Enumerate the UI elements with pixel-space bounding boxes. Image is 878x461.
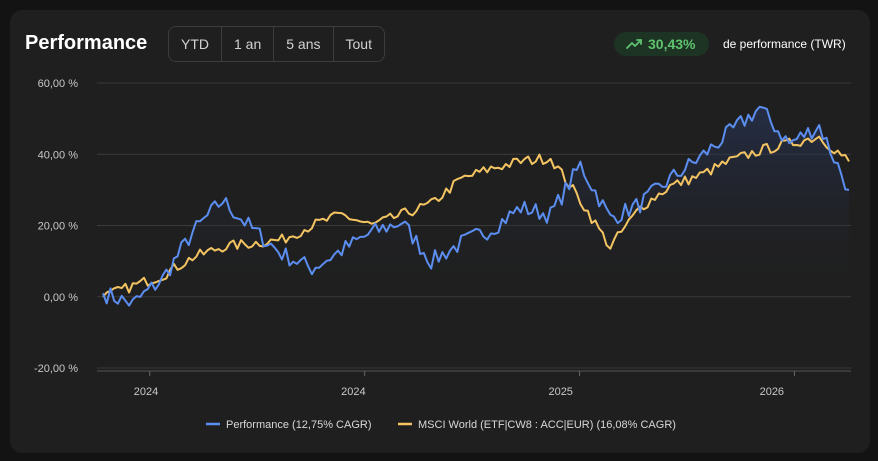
y-tick-label: -20,00 % xyxy=(34,363,78,375)
range-button-ytd[interactable]: YTD xyxy=(169,27,222,61)
legend-label: Performance (12,75% CAGR) xyxy=(226,419,372,431)
performance-value: 30,43% xyxy=(648,36,696,52)
trending-up-icon xyxy=(626,39,642,49)
y-tick-label: 60,00 % xyxy=(38,78,79,90)
performance-caption: de performance (TWR) xyxy=(723,37,846,51)
range-button-all[interactable]: Tout xyxy=(345,36,372,52)
x-tick-label: 2025 xyxy=(548,386,572,398)
benchmark-line xyxy=(102,135,850,298)
x-tick-label: 2024 xyxy=(134,386,158,398)
page-title: Performance xyxy=(25,32,148,54)
performance-area xyxy=(103,106,849,306)
performance-badge: 30,43% xyxy=(614,32,710,56)
x-tick-label: 2026 xyxy=(760,386,784,398)
performance-line xyxy=(102,105,850,307)
range-button-5-years[interactable]: 5 ans xyxy=(274,27,334,61)
range-button-1-year[interactable]: 1 an xyxy=(222,27,275,61)
legend-label: MSCI World (ETF|CW8 : ACC|EUR) (16,08% C… xyxy=(418,419,676,431)
y-tick-label: 20,00 % xyxy=(38,221,79,233)
x-tick-label: 2024 xyxy=(341,386,365,398)
y-tick-label: 0,00 % xyxy=(44,292,78,304)
y-tick-label: 40,00 % xyxy=(38,149,79,161)
range-selector: YTD 1 an 5 ans Tout xyxy=(168,26,385,62)
